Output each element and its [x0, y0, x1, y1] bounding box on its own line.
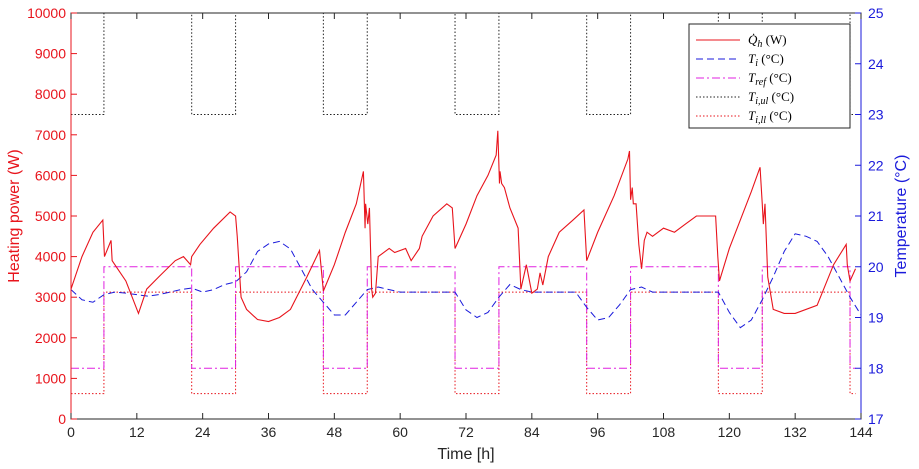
x-axis-label: Time [h]: [437, 446, 494, 463]
x-tick-label: 0: [67, 424, 75, 440]
series-line-i: [71, 233, 861, 329]
right-axis-label: Temperature (°C): [893, 155, 910, 278]
legend-label: Ti (°C): [748, 51, 784, 69]
left-tick-label: 0: [58, 411, 66, 427]
x-tick-label: 24: [195, 424, 211, 440]
right-tick-label: 25: [868, 5, 884, 21]
x-tick-label: 120: [718, 424, 742, 440]
left-tick-label: 5000: [35, 208, 66, 224]
left-tick-label: 8000: [35, 86, 66, 102]
left-tick-label: 1000: [35, 370, 66, 386]
x-tick-label: 144: [849, 424, 873, 440]
left-tick-label: 9000: [35, 46, 66, 62]
right-tick-label: 22: [868, 157, 884, 173]
legend-box: [688, 23, 851, 129]
legend-label: Tref (°C): [748, 70, 792, 88]
right-tick-label: 21: [868, 208, 884, 224]
series-line-ill: [71, 291, 856, 395]
x-tick-label: 96: [590, 424, 606, 440]
left-tick-label: 4000: [35, 249, 66, 265]
right-tick-label: 18: [868, 360, 884, 376]
series-line-h: [71, 130, 857, 323]
left-tick-label: 6000: [35, 167, 66, 183]
left-tick-label: 10000: [27, 5, 66, 21]
series-line-ref: [71, 266, 856, 369]
x-tick-label: 48: [327, 424, 343, 440]
right-tick-label: 20: [868, 259, 884, 275]
x-tick-label: 132: [783, 424, 807, 440]
right-tick-label: 17: [868, 411, 884, 427]
left-axis-label: Heating power (W): [6, 149, 23, 282]
left-tick-label: 7000: [35, 127, 66, 143]
x-tick-label: 84: [524, 424, 540, 440]
legend-label: Ti,ll (°C): [748, 108, 792, 126]
x-tick-label: 108: [652, 424, 676, 440]
left-tick-label: 3000: [35, 289, 66, 305]
x-tick-label: 72: [458, 424, 474, 440]
x-tick-label: 12: [129, 424, 145, 440]
x-tick-label: 36: [261, 424, 277, 440]
right-tick-label: 24: [868, 56, 884, 72]
x-tick-label: 60: [392, 424, 408, 440]
right-tick-label: 23: [868, 107, 884, 123]
legend-label: Q̇h (W): [748, 32, 787, 50]
ticks-layer: 0 12 24 36 48 60 72 84 96 108 120 132 144 0 1000 2000 30…: [27, 5, 884, 440]
legend: Q̇h (W)Ti (°C)Tref (°C)Ti,ul (°C)Ti,ll (…: [688, 23, 851, 129]
left-tick-label: 2000: [35, 330, 66, 346]
right-tick-label: 19: [868, 310, 884, 326]
legend-label: Ti,ul (°C): [748, 89, 794, 107]
